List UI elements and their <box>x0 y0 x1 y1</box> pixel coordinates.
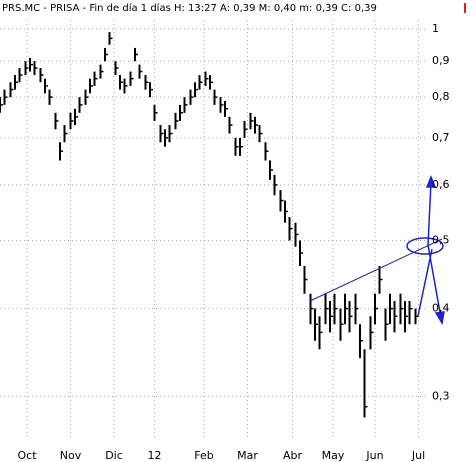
y-tick-label: 0,3 <box>432 389 450 402</box>
trend-line <box>309 238 443 302</box>
x-tick-label: Feb <box>194 449 213 462</box>
live-marker <box>464 3 466 13</box>
chart-title: PRS.MC - PRISA - Fin de día 1 días H: 13… <box>2 2 377 14</box>
x-tick-label: Mar <box>237 449 258 462</box>
x-tick-label: Nov <box>60 449 82 462</box>
price-bars <box>0 32 419 418</box>
x-tick-label: Oct <box>17 449 37 462</box>
x-tick-label: Jul <box>411 449 425 462</box>
y-tick-label: 0,6 <box>432 178 450 191</box>
x-tick-label: Dic <box>105 449 123 462</box>
x-tick-label: May <box>322 449 345 462</box>
y-tick-label: 0,8 <box>432 90 450 103</box>
grid <box>0 20 425 440</box>
y-tick-label: 0,7 <box>432 131 450 144</box>
y-tick-label: 0,5 <box>432 234 450 247</box>
y-tick-label: 0,4 <box>432 302 450 315</box>
x-tick-label: Abr <box>283 449 303 462</box>
y-tick-label: 1 <box>432 22 439 35</box>
x-tick-label: Jun <box>365 449 383 462</box>
y-tick-label: 0,9 <box>432 54 450 67</box>
annotation-ellipse <box>406 237 444 255</box>
x-tick-label: 12 <box>148 449 162 462</box>
annotation-arrows <box>417 174 445 326</box>
